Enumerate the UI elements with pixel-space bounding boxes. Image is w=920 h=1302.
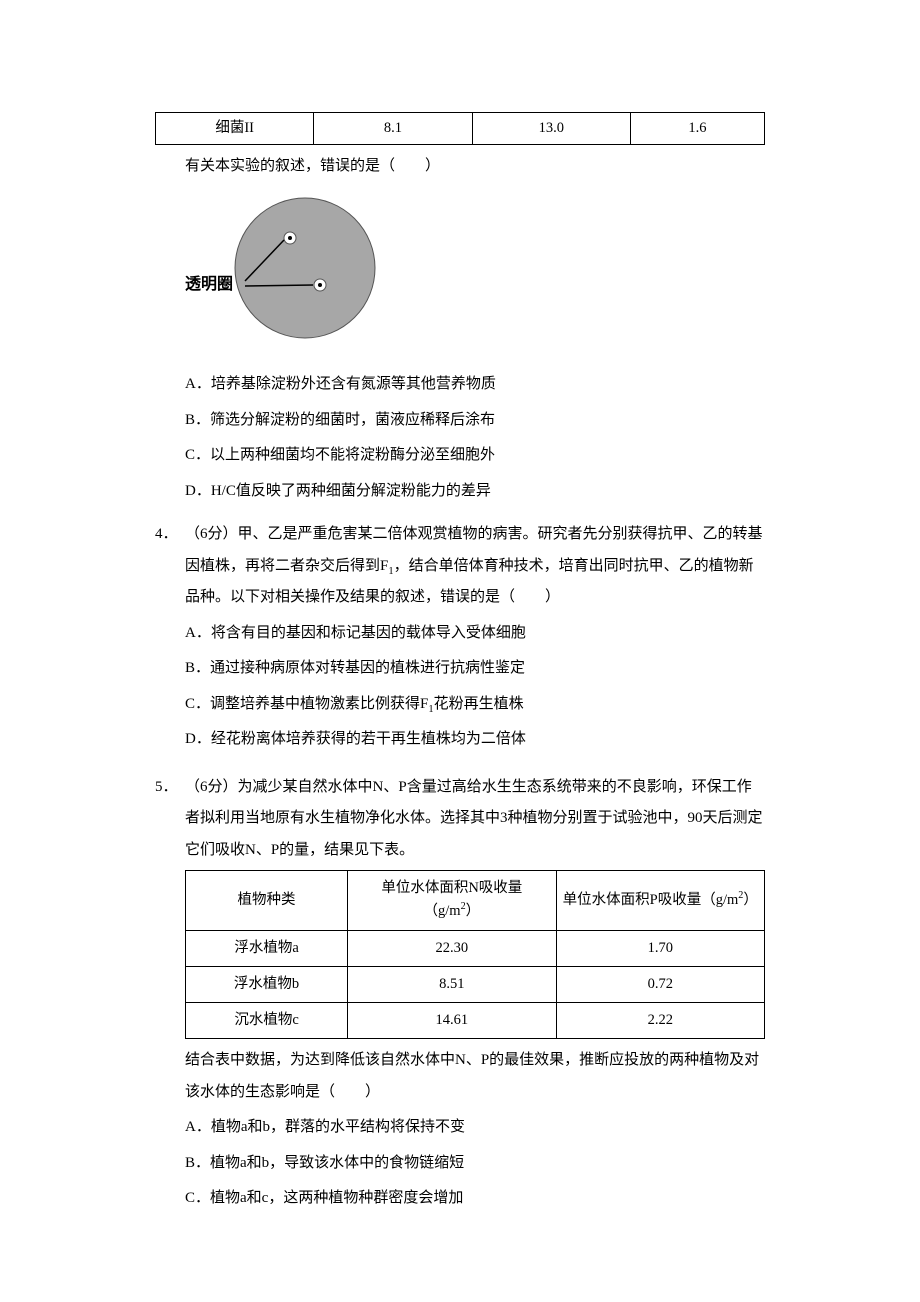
header-cell: 单位水体面积N吸收量（g/m2）: [348, 871, 556, 930]
diagram-label: 透明圈: [185, 275, 233, 293]
option-c: C．调整培养基中植物激素比例获得F1花粉再生植株: [185, 689, 765, 721]
transparent-circle-diagram: 透明圈: [155, 193, 765, 356]
pointer-line-2: [245, 285, 313, 286]
table-row: 浮水植物a 22.30 1.70: [186, 930, 765, 966]
big-circle: [235, 198, 375, 338]
cell: 14.61: [348, 1002, 556, 1038]
option-a: A．将含有目的基因和标记基因的载体导入受体细胞: [185, 618, 765, 650]
q3-options: A．培养基除淀粉外还含有氮源等其他营养物质 B．筛选分解淀粉的细菌时，菌液应稀释…: [155, 369, 765, 507]
option-b: B．植物a和b，导致该水体中的食物链缩短: [185, 1148, 765, 1180]
question-4: 4． （6分）甲、乙是严重危害某二倍体观赏植物的病害。研究者先分别获得抗甲、乙的…: [155, 515, 765, 760]
q4-number: 4．: [155, 519, 185, 551]
cell: 浮水植物a: [186, 930, 348, 966]
option-c: C．以上两种细菌均不能将淀粉酶分泌至细胞外: [185, 440, 765, 472]
option-d: D．经花粉离体培养获得的若干再生植株均为二倍体: [185, 724, 765, 756]
table-plants: 植物种类 单位水体面积N吸收量（g/m2） 单位水体面积P吸收量（g/m2） 浮…: [185, 870, 765, 1039]
table-bacteria: 细菌II 8.1 13.0 1.6: [155, 112, 765, 145]
cell: 0.72: [556, 966, 764, 1002]
cell: 1.6: [630, 113, 764, 145]
option-c: C．植物a和c，这两种植物种群密度会增加: [185, 1183, 765, 1215]
cell: 1.70: [556, 930, 764, 966]
colony-dot-1: [288, 236, 292, 240]
cell: 沉水植物c: [186, 1002, 348, 1038]
option-b: B．通过接种病原体对转基因的植株进行抗病性鉴定: [185, 653, 765, 685]
q3-intro: 有关本实验的叙述，错误的是（ ）: [155, 151, 765, 183]
cell: 8.51: [348, 966, 556, 1002]
q5-after: 结合表中数据，为达到降低该自然水体中N、P的最佳效果，推断应投放的两种植物及对该…: [185, 1045, 765, 1108]
header-cell: 植物种类: [186, 871, 348, 930]
header-cell: 单位水体面积P吸收量（g/m2）: [556, 871, 764, 930]
table-header-row: 植物种类 单位水体面积N吸收量（g/m2） 单位水体面积P吸收量（g/m2）: [186, 871, 765, 930]
diagram-svg: 透明圈: [185, 193, 395, 343]
option-a: A．植物a和b，群落的水平结构将保持不变: [185, 1112, 765, 1144]
question-5: 5． （6分）为减少某自然水体中N、P含量过高给水生生态系统带来的不良影响，环保…: [155, 768, 765, 1219]
option-b: B．筛选分解淀粉的细菌时，菌液应稀释后涂布: [185, 405, 765, 437]
cell: 2.22: [556, 1002, 764, 1038]
q4-stem: （6分）甲、乙是严重危害某二倍体观赏植物的病害。研究者先分别获得抗甲、乙的转基因…: [185, 519, 765, 614]
q5-number: 5．: [155, 772, 185, 804]
cell: 8.1: [314, 113, 472, 145]
page: 细菌II 8.1 13.0 1.6 有关本实验的叙述，错误的是（ ） 透明圈 A…: [0, 0, 920, 1279]
colony-dot-2: [318, 283, 322, 287]
cell: 22.30: [348, 930, 556, 966]
cell: 细菌II: [156, 113, 314, 145]
table-row: 细菌II 8.1 13.0 1.6: [156, 113, 765, 145]
table-row: 沉水植物c 14.61 2.22: [186, 1002, 765, 1038]
cell: 13.0: [472, 113, 630, 145]
table-row: 浮水植物b 8.51 0.72: [186, 966, 765, 1002]
option-d: D．H/C值反映了两种细菌分解淀粉能力的差异: [185, 476, 765, 508]
q5-stem: （6分）为减少某自然水体中N、P含量过高给水生生态系统带来的不良影响，环保工作者…: [185, 772, 765, 867]
option-a: A．培养基除淀粉外还含有氮源等其他营养物质: [185, 369, 765, 401]
cell: 浮水植物b: [186, 966, 348, 1002]
